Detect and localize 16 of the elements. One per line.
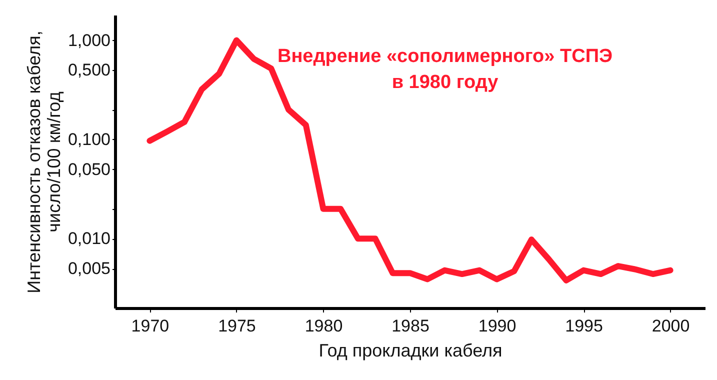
x-tick-label: 1975 xyxy=(218,316,256,336)
y-axis-title: Интенсивность отказов кабеля, число/100 км/год xyxy=(24,30,64,294)
y-tick-label: 0,100 xyxy=(68,130,110,149)
x-tick-label: 1995 xyxy=(565,316,603,336)
y-tick-label: 0,500 xyxy=(68,60,110,80)
x-tick-label: 1970 xyxy=(131,316,170,336)
y-tick-label: 0,010 xyxy=(68,229,110,248)
y-tick-label: 0,050 xyxy=(68,160,110,179)
annotation: Внедрение «сополимерного» ТСПЭ в 1980 году xyxy=(277,46,613,93)
y-tick-label: 1,000 xyxy=(68,30,110,50)
x-tick-label: 2000 xyxy=(652,316,690,336)
x-axis-title: Год прокладки кабеля xyxy=(318,340,502,360)
x-tick-label: 1980 xyxy=(304,316,343,336)
x-tick-label: 1985 xyxy=(392,316,430,336)
x-tick-label: 1990 xyxy=(478,316,516,336)
y-tick-label: 0,005 xyxy=(68,259,110,278)
